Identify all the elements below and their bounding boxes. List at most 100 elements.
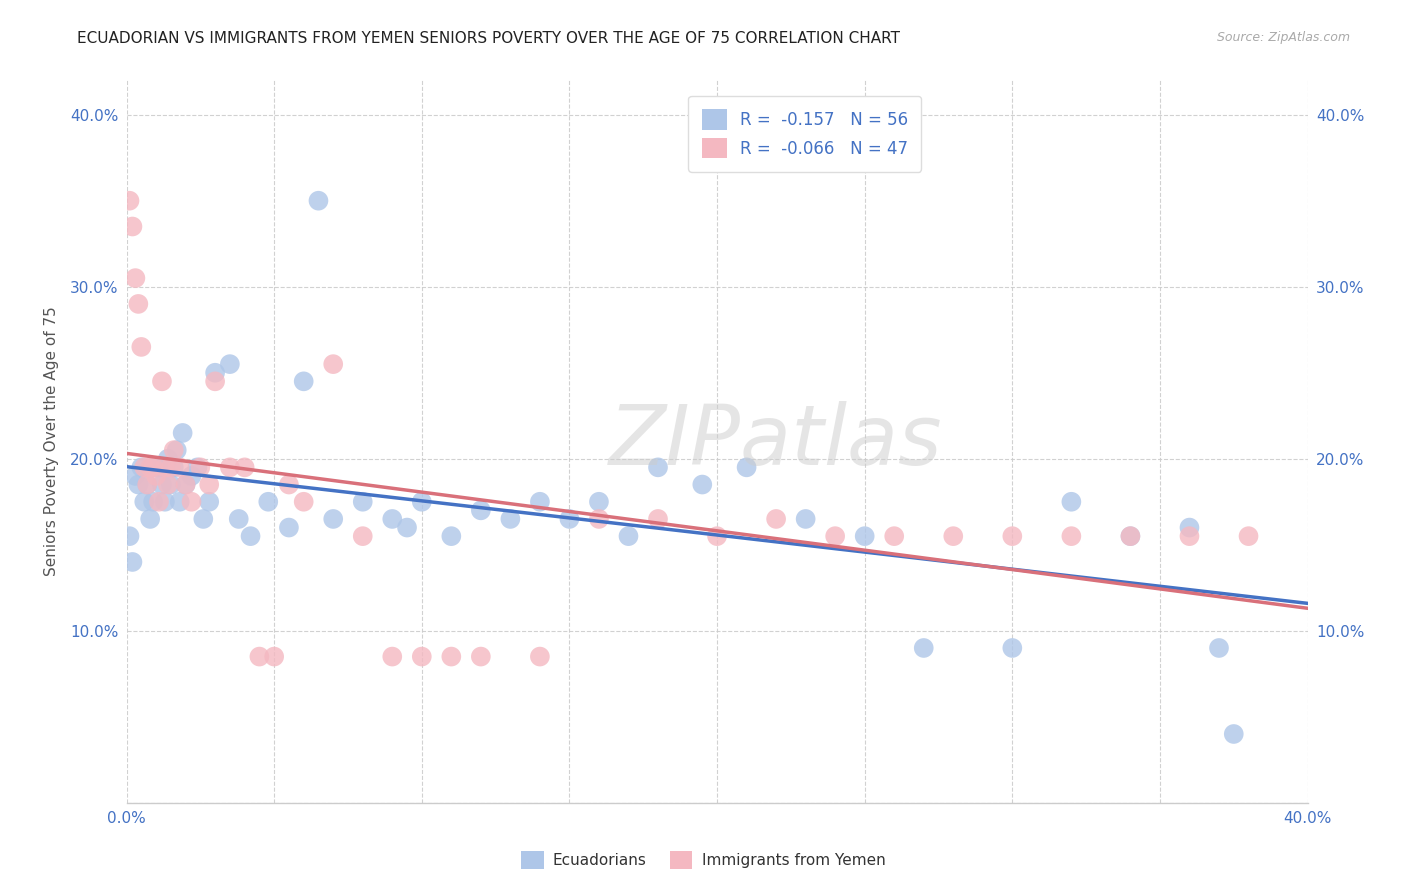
Point [172,425,194,440]
Point [942,529,965,543]
Point [278,520,301,534]
Point [239,529,262,543]
Point [233,460,256,475]
Point [121,555,143,569]
Point [1223,727,1246,741]
Point [529,494,551,508]
Point [692,477,714,491]
Point [529,649,551,664]
Point [198,494,221,508]
Point [440,649,463,664]
Point [136,477,159,491]
Point [174,477,197,491]
Point [180,469,202,483]
Point [174,477,197,491]
Point [735,460,758,475]
Point [617,529,640,543]
Point [118,194,141,208]
Point [153,460,176,475]
Y-axis label: Seniors Poverty Over the Age of 75: Seniors Poverty Over the Age of 75 [44,307,59,576]
Point [794,512,817,526]
Point [150,375,173,389]
Point [169,494,191,508]
Point [352,529,374,543]
Point [198,477,221,491]
Point [588,512,610,526]
Point [124,469,146,483]
Point [308,194,330,208]
Point [150,477,173,491]
Point [129,460,153,475]
Point [204,366,226,380]
Point [124,271,146,285]
Point [499,512,522,526]
Point [396,520,419,534]
Point [204,375,226,389]
Point [322,512,344,526]
Point [1208,640,1230,655]
Point [163,443,186,458]
Point [352,494,374,508]
Point [156,451,179,466]
Point [824,529,846,543]
Point [139,512,162,526]
Point [647,512,669,526]
Point [381,649,404,664]
Point [136,477,159,491]
Point [1178,529,1201,543]
Point [263,649,285,664]
Point [588,494,610,508]
Point [121,219,143,234]
Point [411,649,433,664]
Point [127,477,149,491]
Point [134,494,156,508]
Point [219,357,242,371]
Point [134,460,156,475]
Text: ZIPatlas: ZIPatlas [609,401,943,482]
Point [1119,529,1142,543]
Point [188,460,212,475]
Point [193,512,215,526]
Point [1178,520,1201,534]
Point [145,460,167,475]
Text: Source: ZipAtlas.com: Source: ZipAtlas.com [1216,31,1350,45]
Point [228,512,250,526]
Point [257,494,280,508]
Point [148,494,170,508]
Point [706,529,728,543]
Point [1060,494,1083,508]
Point [156,477,179,491]
Point [145,469,167,483]
Point [322,357,344,371]
Point [153,494,176,508]
Point [139,460,162,475]
Point [440,529,463,543]
Point [470,503,492,517]
Point [180,494,202,508]
Point [883,529,905,543]
Point [186,460,208,475]
Point [1001,529,1024,543]
Point [166,443,188,458]
Point [169,460,191,475]
Legend: Ecuadorians, Immigrants from Yemen: Ecuadorians, Immigrants from Yemen [515,845,891,875]
Point [249,649,271,664]
Point [558,512,581,526]
Point [647,460,669,475]
Point [142,460,165,475]
Point [470,649,492,664]
Point [129,340,153,354]
Point [160,477,183,491]
Point [381,512,404,526]
Point [1060,529,1083,543]
Point [160,460,183,475]
Point [219,460,242,475]
Point [411,494,433,508]
Point [853,529,876,543]
Point [1119,529,1142,543]
Point [142,494,165,508]
Legend: R =  -0.157   N = 56, R =  -0.066   N = 47: R = -0.157 N = 56, R = -0.066 N = 47 [688,95,921,171]
Point [127,297,149,311]
Point [118,529,141,543]
Point [1001,640,1024,655]
